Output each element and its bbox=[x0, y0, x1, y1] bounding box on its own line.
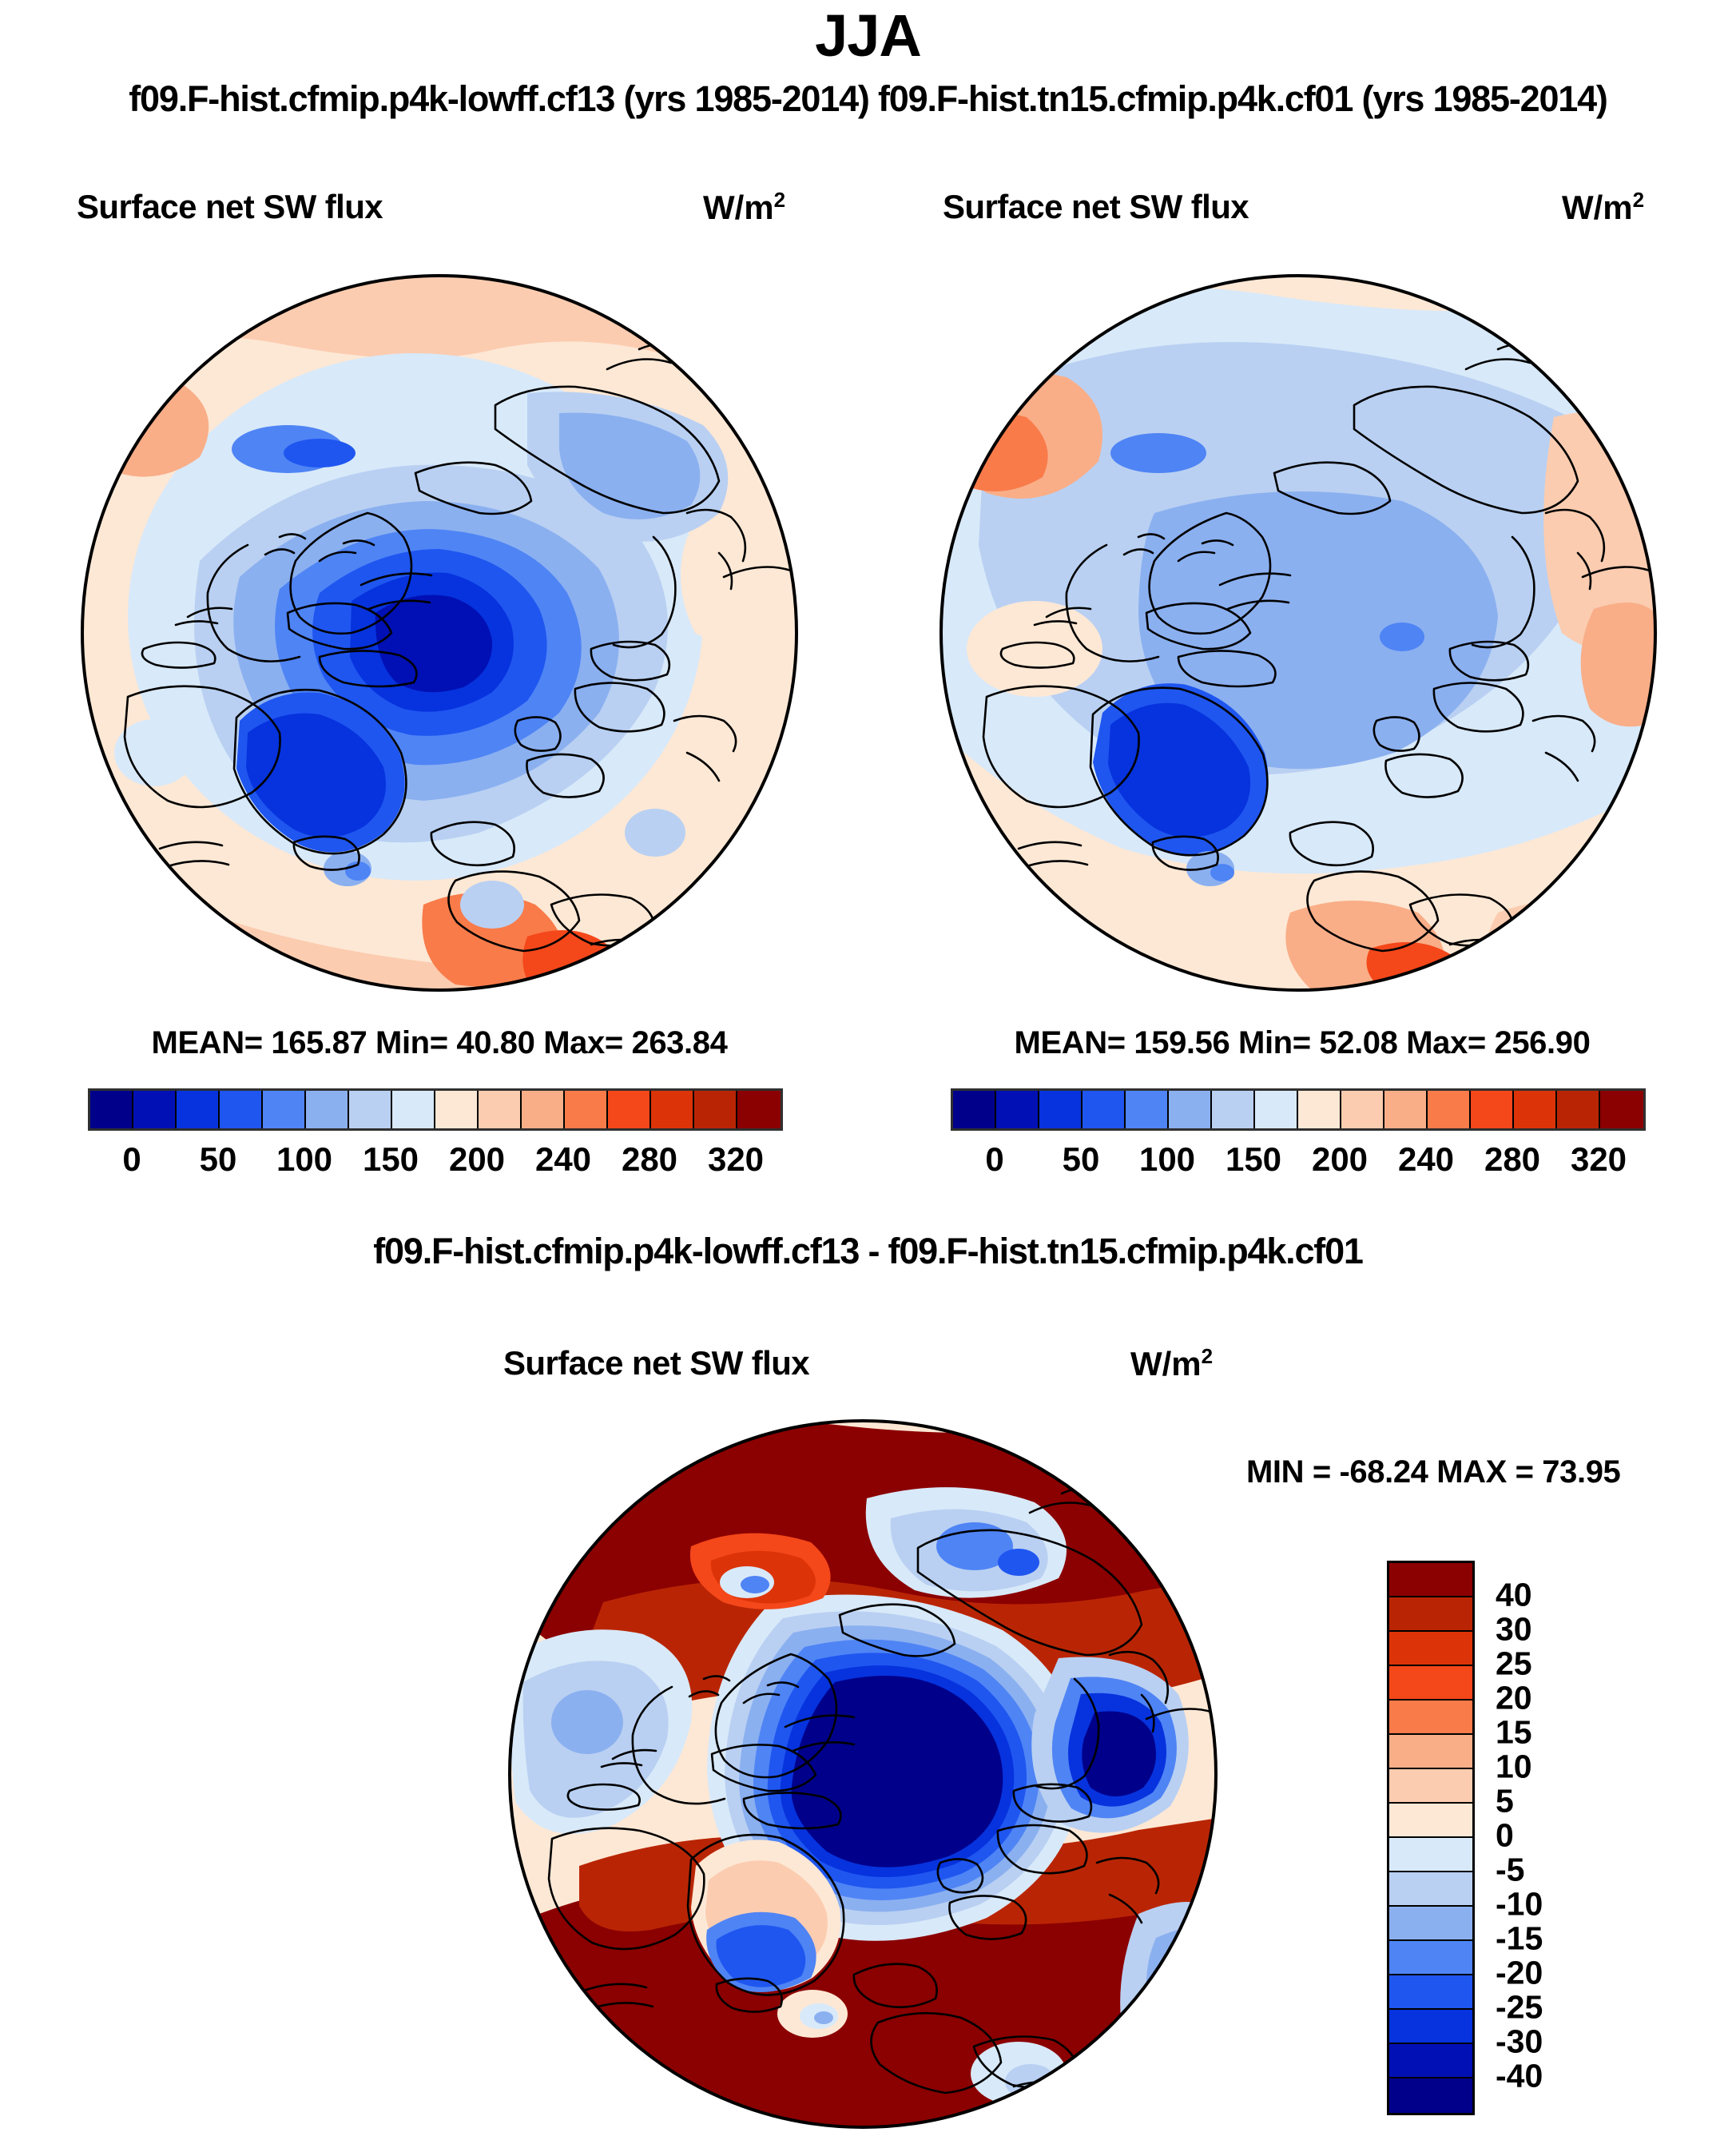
vcb-tick-6: 5 bbox=[1496, 1782, 1514, 1820]
cb-tick-5: 240 bbox=[534, 1140, 592, 1178]
diff-panel-unit-label: W/m2 bbox=[1130, 1344, 1213, 1383]
vcb-tick-5: 10 bbox=[1496, 1748, 1532, 1785]
cb-tick-2: 100 bbox=[276, 1140, 333, 1178]
right-panel-stats: MEAN= 159.56 Min= 52.08 Max= 256.90 bbox=[1014, 1025, 1591, 1060]
right-panel-variable-label: Surface net SW flux bbox=[943, 188, 1249, 225]
vcb-tick-11: -20 bbox=[1496, 1954, 1543, 1991]
cb-tick-2: 100 bbox=[1138, 1140, 1196, 1178]
cb-tick-6: 280 bbox=[1484, 1140, 1541, 1178]
right-panel-unit-label: W/m2 bbox=[1562, 188, 1644, 227]
right-colorbar[interactable]: 0 50 100 150 200 240 280 320 bbox=[951, 1088, 1646, 1183]
cb-tick-0: 0 bbox=[122, 1140, 141, 1178]
right-colorbar-cells bbox=[951, 1088, 1646, 1131]
right-colorbar-labels: 0 50 100 150 200 240 280 320 bbox=[951, 1140, 1641, 1183]
difference-polar-map[interactable] bbox=[507, 1418, 1218, 2130]
vcb-tick-12: -25 bbox=[1496, 1988, 1543, 2026]
vcb-tick-4: 15 bbox=[1496, 1713, 1532, 1751]
cb-tick-5: 240 bbox=[1397, 1140, 1455, 1178]
difference-case-line: f09.F-hist.cfmip.p4k-lowff.cf13 - f09.F-… bbox=[373, 1231, 1364, 1271]
cb-tick-0: 0 bbox=[985, 1140, 1004, 1178]
left-colorbar[interactable]: 0 50 100 150 200 240 280 320 bbox=[88, 1088, 783, 1183]
difference-colorbar[interactable] bbox=[1387, 1561, 1475, 2115]
cb-tick-3: 150 bbox=[1225, 1140, 1282, 1178]
vcb-tick-13: -30 bbox=[1496, 2023, 1543, 2060]
left-panel-unit-label: W/m2 bbox=[703, 188, 785, 227]
left-panel-variable-label: Surface net SW flux bbox=[77, 188, 383, 225]
cb-tick-3: 150 bbox=[362, 1140, 419, 1178]
diff-unit-text: W/m bbox=[1130, 1345, 1202, 1382]
vcb-tick-2: 25 bbox=[1496, 1645, 1532, 1682]
diff-panel-variable-label: Surface net SW flux bbox=[503, 1344, 810, 1382]
vcb-tick-7: 0 bbox=[1496, 1816, 1514, 1854]
left-panel-stats: MEAN= 165.87 Min= 40.80 Max= 263.84 bbox=[151, 1025, 728, 1060]
vcb-tick-9: -10 bbox=[1496, 1885, 1543, 1923]
cb-tick-1: 50 bbox=[199, 1140, 237, 1178]
vcb-tick-1: 30 bbox=[1496, 1610, 1532, 1648]
cb-tick-7: 320 bbox=[1570, 1140, 1627, 1178]
left-unit-exponent: 2 bbox=[773, 188, 786, 212]
diff-unit-exponent: 2 bbox=[1201, 1344, 1214, 1368]
cb-tick-7: 320 bbox=[707, 1140, 765, 1178]
vcb-tick-3: 20 bbox=[1496, 1679, 1532, 1716]
left-unit-text: W/m bbox=[703, 189, 774, 226]
vcb-tick-10: -15 bbox=[1496, 1919, 1543, 1957]
right-polar-map[interactable] bbox=[939, 273, 1658, 992]
left-polar-map[interactable] bbox=[80, 273, 799, 992]
left-colorbar-labels: 0 50 100 150 200 240 280 320 bbox=[88, 1140, 778, 1183]
right-unit-exponent: 2 bbox=[1632, 188, 1645, 212]
cb-tick-6: 280 bbox=[621, 1140, 678, 1178]
cb-tick-4: 200 bbox=[448, 1140, 506, 1178]
right-unit-text: W/m bbox=[1562, 189, 1633, 226]
season-title: JJA bbox=[815, 2, 922, 69]
case-name-line: f09.F-hist.cfmip.p4k-lowff.cf13 (yrs 198… bbox=[129, 78, 1608, 119]
cb-tick-4: 200 bbox=[1311, 1140, 1369, 1178]
vcb-tick-0: 40 bbox=[1496, 1576, 1532, 1613]
cb-tick-1: 50 bbox=[1062, 1140, 1100, 1178]
vcb-tick-8: -5 bbox=[1496, 1851, 1525, 1888]
left-colorbar-cells bbox=[88, 1088, 783, 1131]
difference-colorbar-labels: 40 30 25 20 15 10 5 0 -5 -10 -15 -20 -25… bbox=[1496, 1561, 1639, 2110]
vcb-tick-14: -40 bbox=[1496, 2057, 1543, 2094]
diff-panel-stats: MIN = -68.24 MAX = 73.95 bbox=[1246, 1454, 1621, 1490]
